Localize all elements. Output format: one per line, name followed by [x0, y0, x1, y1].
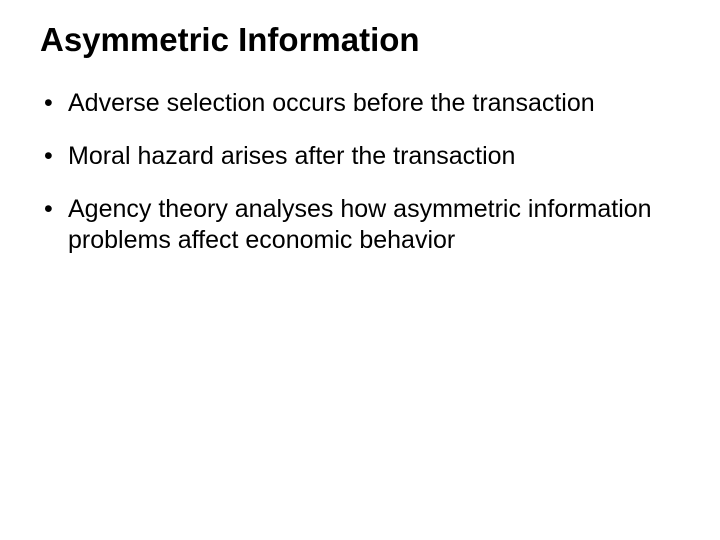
slide-title: Asymmetric Information — [40, 20, 680, 60]
slide: Asymmetric Information Adverse selection… — [0, 0, 720, 540]
bullet-list: Adverse selection occurs before the tran… — [40, 88, 680, 257]
list-item: Moral hazard arises after the transactio… — [40, 141, 680, 172]
list-item: Agency theory analyses how asymmetric in… — [40, 194, 680, 257]
list-item: Adverse selection occurs before the tran… — [40, 88, 680, 119]
